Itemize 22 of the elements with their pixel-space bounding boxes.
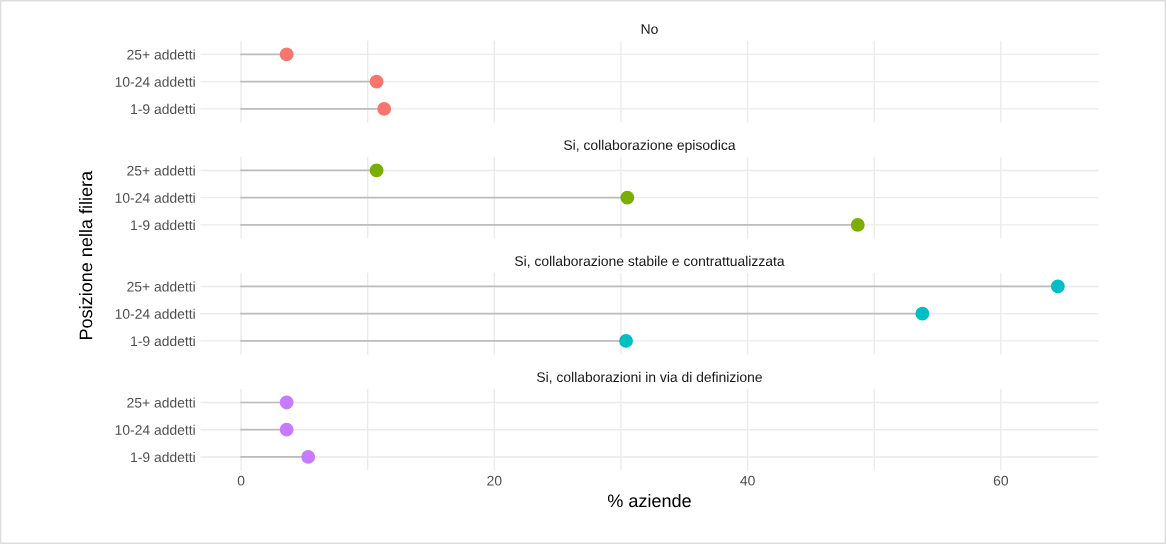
x-tick-label: 40 [740,475,755,486]
y-tick-label: 25+ addetti [127,281,195,292]
y-tick-label: 10-24 addetti [115,308,195,319]
y-tick-label: 1-9 addetti [131,103,195,115]
x-tick-label: 60 [993,475,1009,486]
x-axis-title: % aziende [607,493,691,508]
x-tick-label: 0 [237,475,245,486]
y-axis-title: Posizione nella filiera [79,170,93,339]
y-tick-label: 10-24 addetti [115,424,195,435]
y-tick-label: 25+ addetti [127,165,195,176]
chart-title: No [641,24,658,34]
y-tick-label: 25+ addetti [127,397,195,408]
y-tick-label: 10-24 addetti [115,76,195,87]
y-tick-label: 1-9 addetti [131,451,195,463]
y-tick-label: 1-9 addetti [131,219,195,231]
y-tick-label: 1-9 addetti [131,335,195,347]
chart-title: Si, collaborazione episodica [564,139,736,153]
x-tick-label: 20 [487,475,502,486]
y-tick-label: 25+ addetti [127,49,195,60]
y-tick-label: 10-24 addetti [115,192,195,203]
chart-title: Si, collaborazioni in via di definizione [536,371,762,384]
chart-title: Si, collaborazione stabile e contrattualizzata [514,255,785,268]
